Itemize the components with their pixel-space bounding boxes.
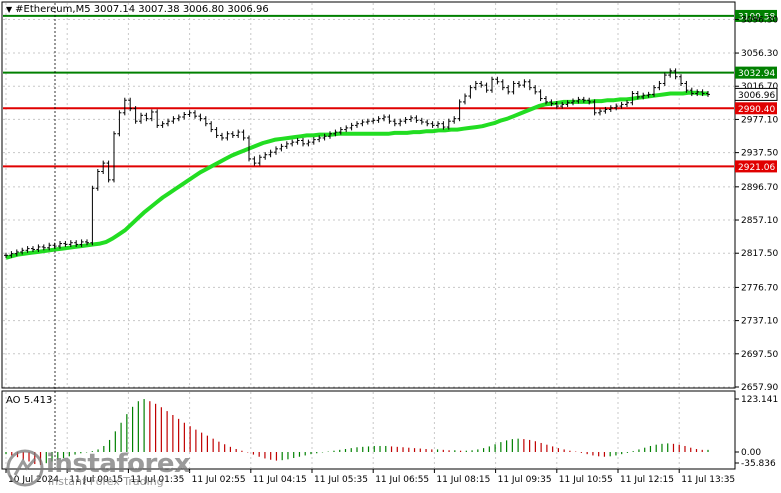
price-tick-label: 2776.70 xyxy=(741,283,778,293)
price-tick-label: 2697.50 xyxy=(741,350,778,360)
price-tick-label: 2817.50 xyxy=(741,249,778,259)
level-lines[interactable]: 3100.58 3032.94 2990.40 2921.06 xyxy=(3,9,777,173)
level-price-label: 3100.58 xyxy=(738,12,775,22)
ao-pane-frame xyxy=(1,390,736,470)
chart-title: ▼ #Ethereum,M5 3007.14 3007.38 3006.80 30… xyxy=(6,4,269,16)
price-tick-label: 3096.30 xyxy=(741,16,778,26)
chevron-down-icon[interactable]: ▼ xyxy=(6,5,13,14)
watermark: instaforex Instant Forex Trading xyxy=(4,447,191,488)
time-tick-label: 11 Jul 12:15 xyxy=(620,475,674,485)
ao-tick-label: 0.00 xyxy=(741,448,761,458)
ao-indicator-label: AO 5.413 xyxy=(6,395,53,406)
candles xyxy=(4,68,710,258)
price-tick-label: 2977.10 xyxy=(741,115,778,125)
price-axis[interactable]: 3096.30 3056.30 3016.70 2977.10 2937.50 2896.… xyxy=(734,16,778,393)
grid xyxy=(3,3,734,468)
time-tick-label: 11 Jul 00:15 xyxy=(69,475,123,485)
ao-tick-label: 123.141 xyxy=(741,395,778,405)
main-pane-frame xyxy=(1,1,736,389)
ao-histogram xyxy=(5,399,709,465)
level-price-tag xyxy=(735,102,777,115)
price-tick-label: 3016.70 xyxy=(741,82,778,92)
ohlc-label: 3007.14 3007.38 3006.80 3006.96 xyxy=(93,4,269,15)
time-tick-label: 11 Jul 06:55 xyxy=(375,475,429,485)
price-tick-label: 2737.10 xyxy=(741,317,778,327)
watermark-brand: instaforex xyxy=(46,449,191,479)
current-price-label: 3006.96 xyxy=(738,91,775,101)
level-price-tag xyxy=(735,160,777,173)
time-tick-label: 11 Jul 13:35 xyxy=(681,475,735,485)
ao-tick-label: -35.836 xyxy=(741,459,776,469)
ao-axis: 123.141 0.00-35.836 xyxy=(735,395,778,469)
time-tick-label: 11 Jul 02:55 xyxy=(192,475,246,485)
level-price-tag xyxy=(735,66,777,79)
time-tick-label: 11 Jul 01:35 xyxy=(130,475,184,485)
level-price-label: 3032.94 xyxy=(738,69,775,79)
price-tick-label: 2896.70 xyxy=(741,183,778,193)
level-price-label: 2990.40 xyxy=(738,105,775,115)
price-tick-label: 2937.50 xyxy=(741,149,778,159)
time-tick-label: 11 Jul 04:15 xyxy=(253,475,307,485)
symbol-label: #Ethereum,M5 xyxy=(15,4,91,15)
level-price-tag xyxy=(735,9,777,22)
level-price-label: 2921.06 xyxy=(738,163,775,173)
time-tick-label: 11 Jul 10:55 xyxy=(559,475,613,485)
time-axis[interactable]: 10 Jul 2024 11 Jul 00:15 11 Jul 01:35 11 Ju… xyxy=(5,469,735,485)
time-tick-label: 11 Jul 05:35 xyxy=(314,475,368,485)
time-tick-label: 11 Jul 09:35 xyxy=(498,475,552,485)
price-tick-label: 3056.30 xyxy=(741,49,778,59)
price-tick-label: 2657.90 xyxy=(741,383,778,393)
current-price-tag xyxy=(734,87,778,101)
price-tick-label: 2857.10 xyxy=(741,216,778,226)
time-tick-label: 11 Jul 08:15 xyxy=(436,475,490,485)
watermark-tagline: Instant Forex Trading xyxy=(48,475,164,488)
instaforex-logo-icon xyxy=(6,449,44,487)
time-tick-label: 10 Jul 2024 xyxy=(8,475,59,485)
